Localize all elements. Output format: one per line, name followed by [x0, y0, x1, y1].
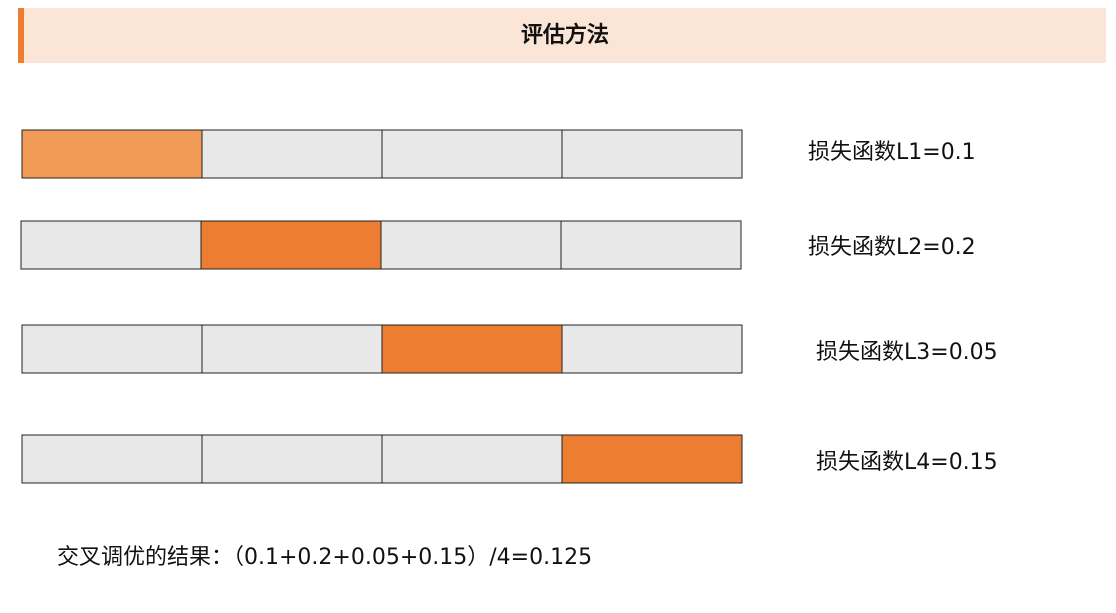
train-fold	[201, 434, 383, 484]
footer-text: 交叉调优的结果：（0.1+0.2+0.05+0.15）/4=0.125	[57, 545, 592, 570]
train-fold	[21, 324, 203, 374]
header-bar	[18, 8, 1106, 63]
row-label: 损失函数L3=0.05	[816, 340, 998, 365]
train-fold	[21, 434, 203, 484]
fold-row: 损失函数L2=0.2	[20, 220, 976, 270]
header-title: 评估方法	[521, 22, 609, 48]
validation-fold	[21, 129, 203, 179]
validation-fold	[561, 434, 743, 484]
train-fold	[381, 434, 563, 484]
train-fold	[381, 129, 563, 179]
fold-row: 损失函数L3=0.05	[21, 324, 998, 374]
fold-row: 损失函数L4=0.15	[21, 434, 998, 484]
train-fold	[201, 324, 383, 374]
train-fold	[20, 220, 202, 270]
row-label: 损失函数L1=0.1	[808, 140, 976, 165]
train-fold	[201, 129, 383, 179]
validation-fold	[381, 324, 563, 374]
validation-fold	[200, 220, 382, 270]
train-fold	[380, 220, 562, 270]
row-label: 损失函数L2=0.2	[808, 235, 976, 260]
header-accent	[18, 8, 24, 63]
fold-row: 损失函数L1=0.1	[21, 129, 976, 179]
train-fold	[561, 324, 743, 374]
train-fold	[561, 129, 743, 179]
row-label: 损失函数L4=0.15	[816, 450, 998, 475]
train-fold	[560, 220, 742, 270]
